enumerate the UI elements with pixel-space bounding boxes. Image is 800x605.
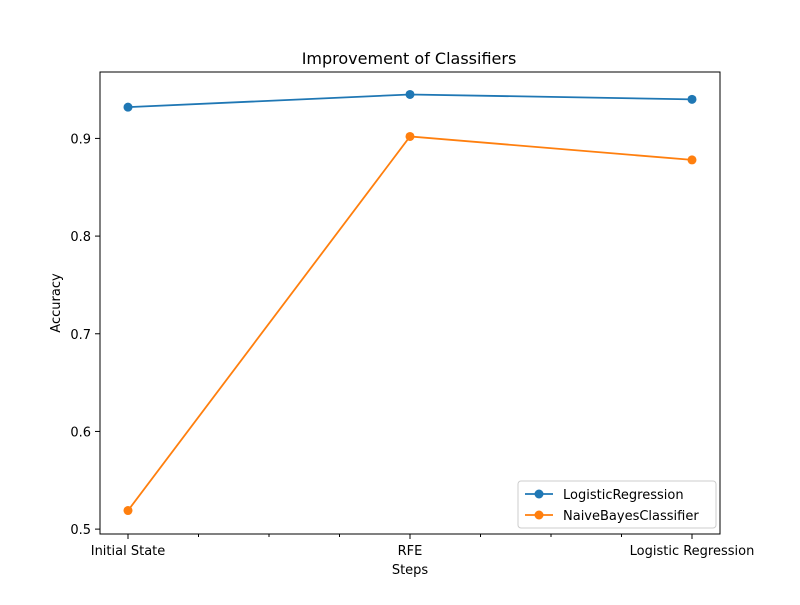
legend-entry-label: NaiveBayesClassifier xyxy=(563,509,699,524)
y-tick-label: 0.6 xyxy=(70,425,91,440)
chart-title: Improvement of Classifiers xyxy=(302,49,517,68)
data-point xyxy=(123,102,133,112)
legend-marker xyxy=(534,510,544,520)
legend-box xyxy=(517,480,717,529)
y-tick-label: 0.5 xyxy=(70,523,91,538)
legend-entry-label: LogisticRegression xyxy=(563,488,684,503)
x-tick-label: RFE xyxy=(398,544,423,559)
x-tick-label: Initial State xyxy=(91,544,166,559)
data-point xyxy=(123,506,133,516)
y-tick-label: 0.7 xyxy=(70,328,91,343)
x-axis-ticks: Initial State RFE Logistic Regression xyxy=(91,534,755,559)
data-point xyxy=(687,94,697,104)
y-axis-ticks: 0.5 0.6 0.7 0.8 0.9 xyxy=(70,132,100,538)
y-axis-label: Accuracy xyxy=(49,273,64,333)
x-tick-label: Logistic Regression xyxy=(630,544,755,559)
data-point xyxy=(405,131,415,141)
legend-marker xyxy=(534,489,544,499)
data-point xyxy=(405,89,415,99)
data-point xyxy=(687,155,697,165)
x-axis-label: Steps xyxy=(392,563,429,578)
y-tick-label: 0.8 xyxy=(70,230,91,245)
series-layer xyxy=(123,89,697,516)
plot-frame xyxy=(99,71,721,535)
legend: LogisticRegression NaiveBayesClassifier xyxy=(517,480,717,529)
y-tick-label: 0.9 xyxy=(70,132,91,147)
